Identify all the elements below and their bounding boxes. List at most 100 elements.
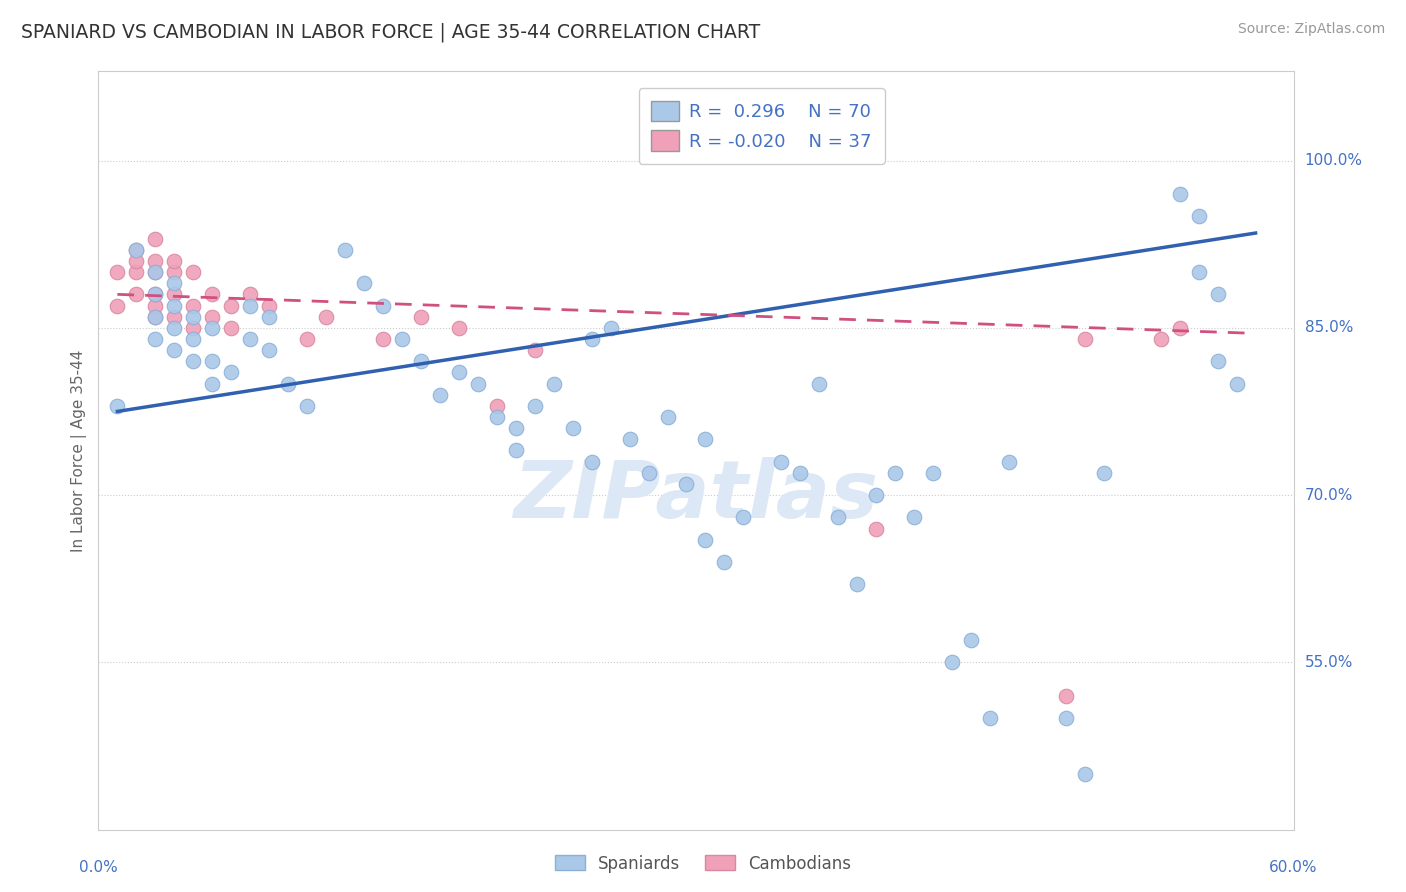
Point — [143, 332, 166, 346]
Point — [181, 299, 204, 313]
Point — [581, 455, 603, 469]
Point — [163, 321, 186, 335]
Point — [181, 321, 204, 335]
Point — [675, 477, 697, 491]
Point — [105, 399, 128, 413]
Point — [827, 510, 849, 524]
Text: 100.0%: 100.0% — [1305, 153, 1362, 168]
Point — [523, 399, 546, 413]
Point — [599, 321, 621, 335]
Point — [371, 332, 394, 346]
Point — [447, 321, 470, 335]
Point — [1074, 332, 1097, 346]
Point — [315, 310, 337, 324]
Point — [125, 243, 148, 257]
Point — [1206, 287, 1229, 301]
Legend: R =  0.296    N = 70, R = -0.020    N = 37: R = 0.296 N = 70, R = -0.020 N = 37 — [638, 88, 884, 164]
Point — [960, 633, 983, 648]
Point — [1054, 711, 1077, 725]
Point — [219, 299, 242, 313]
Point — [409, 354, 432, 368]
Point — [201, 310, 224, 324]
Point — [865, 521, 887, 535]
Point — [485, 410, 508, 425]
Point — [163, 299, 186, 313]
Point — [143, 265, 166, 279]
Point — [181, 354, 204, 368]
Point — [163, 254, 186, 268]
Point — [808, 376, 831, 391]
Point — [467, 376, 489, 391]
Point — [581, 332, 603, 346]
Text: ZIPatlas: ZIPatlas — [513, 457, 879, 535]
Point — [295, 332, 318, 346]
Point — [846, 577, 869, 591]
Text: 55.0%: 55.0% — [1305, 655, 1353, 670]
Point — [561, 421, 583, 435]
Point — [447, 366, 470, 380]
Point — [239, 287, 262, 301]
Point — [181, 332, 204, 346]
Point — [143, 287, 166, 301]
Point — [125, 254, 148, 268]
Point — [713, 555, 735, 569]
Point — [657, 410, 679, 425]
Point — [1188, 210, 1211, 224]
Point — [143, 310, 166, 324]
Text: 0.0%: 0.0% — [79, 860, 118, 875]
Point — [143, 287, 166, 301]
Point — [409, 310, 432, 324]
Point — [163, 310, 186, 324]
Point — [371, 299, 394, 313]
Point — [941, 656, 963, 670]
Point — [105, 299, 128, 313]
Point — [125, 287, 148, 301]
Text: 85.0%: 85.0% — [1305, 320, 1353, 335]
Text: Source: ZipAtlas.com: Source: ZipAtlas.com — [1237, 22, 1385, 37]
Point — [1168, 187, 1191, 202]
Point — [523, 343, 546, 358]
Point — [505, 443, 527, 458]
Point — [695, 533, 717, 547]
Point — [201, 376, 224, 391]
Text: SPANIARD VS CAMBODIAN IN LABOR FORCE | AGE 35-44 CORRELATION CHART: SPANIARD VS CAMBODIAN IN LABOR FORCE | A… — [21, 22, 761, 42]
Point — [219, 366, 242, 380]
Point — [1168, 321, 1191, 335]
Point — [1206, 354, 1229, 368]
Point — [163, 343, 186, 358]
Point — [733, 510, 755, 524]
Point — [295, 399, 318, 413]
Point — [257, 299, 280, 313]
Point — [391, 332, 413, 346]
Point — [353, 277, 375, 291]
Point — [163, 265, 186, 279]
Legend: Spaniards, Cambodians: Spaniards, Cambodians — [548, 848, 858, 880]
Point — [239, 299, 262, 313]
Point — [505, 421, 527, 435]
Point — [922, 466, 945, 480]
Point — [201, 287, 224, 301]
Point — [219, 321, 242, 335]
Point — [239, 332, 262, 346]
Point — [865, 488, 887, 502]
Point — [543, 376, 565, 391]
Point — [181, 310, 204, 324]
Point — [770, 455, 793, 469]
Point — [695, 433, 717, 447]
Point — [163, 287, 186, 301]
Point — [1074, 767, 1097, 781]
Point — [143, 232, 166, 246]
Point — [257, 310, 280, 324]
Point — [125, 243, 148, 257]
Point — [181, 265, 204, 279]
Point — [143, 310, 166, 324]
Point — [903, 510, 925, 524]
Point — [105, 265, 128, 279]
Point — [1188, 265, 1211, 279]
Point — [125, 265, 148, 279]
Point — [257, 343, 280, 358]
Point — [485, 399, 508, 413]
Point — [619, 433, 641, 447]
Point — [1226, 376, 1249, 391]
Point — [143, 254, 166, 268]
